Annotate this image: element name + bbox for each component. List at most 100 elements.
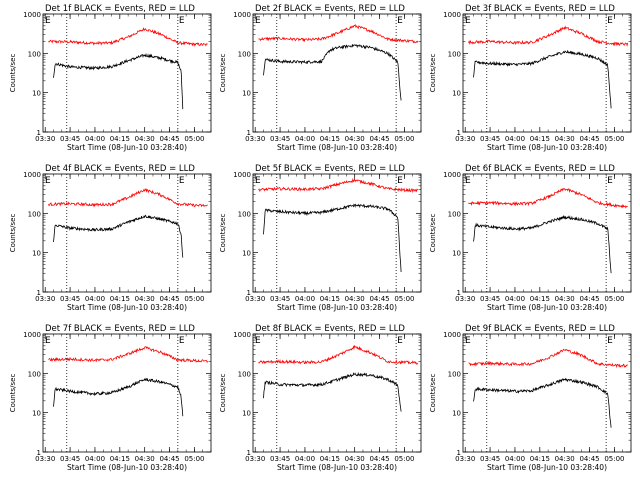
x-tick-label: 04:45 (579, 295, 599, 303)
event-marker-e: E (45, 16, 51, 26)
y-tick-label: 10 (32, 410, 41, 418)
series-line (53, 214, 184, 258)
x-tick-label: 04:30 (555, 135, 575, 143)
x-tick-label: 05:00 (394, 455, 414, 463)
y-axis-label: Counts/sec (9, 214, 17, 253)
x-tick-label: 03:30 (35, 295, 55, 303)
x-tick-label: 04:00 (85, 455, 105, 463)
event-marker-e: E (179, 16, 185, 26)
x-tick-label: 04:30 (345, 135, 365, 143)
event-marker-e: E (179, 336, 185, 346)
y-tick-label: 100 (238, 50, 251, 58)
y-tick-label: 1000 (233, 11, 251, 19)
series-line (468, 25, 629, 47)
x-tick-label: 04:15 (530, 135, 550, 143)
x-tick-label: 03:30 (245, 295, 265, 303)
series-line (468, 187, 628, 209)
x-tick-label: 04:15 (110, 135, 130, 143)
x-tick-label: 03:45 (270, 295, 290, 303)
x-tick-label: 05:00 (604, 135, 624, 143)
plot-frame (462, 13, 632, 133)
plot-frame (42, 13, 212, 133)
event-marker-e: E (397, 176, 403, 186)
event-marker-e: E (607, 16, 613, 26)
chart-title: Det 7f BLACK = Events, RED = LLD (45, 324, 195, 334)
y-axis-label: Counts/sec (219, 214, 227, 253)
series-line (48, 27, 208, 47)
plot-frame (252, 173, 422, 293)
x-tick-label: 03:45 (270, 455, 290, 463)
x-tick-label: 03:45 (480, 455, 500, 463)
x-tick-label: 03:45 (480, 135, 500, 143)
event-marker-e: E (255, 176, 261, 186)
x-tick-label: 04:45 (369, 295, 389, 303)
x-tick-label: 03:30 (35, 135, 55, 143)
x-axis-label: Start Time (08-Jun-10 03:28:40) (67, 463, 187, 472)
series-line (258, 344, 419, 365)
x-axis-label: Start Time (08-Jun-10 03:28:40) (277, 143, 397, 152)
y-tick-label: 1 (37, 449, 41, 457)
x-tick-label: 04:30 (345, 295, 365, 303)
x-tick-label: 04:00 (85, 135, 105, 143)
x-tick-label: 04:00 (505, 455, 525, 463)
event-marker-e: E (465, 176, 471, 186)
y-tick-label: 1000 (23, 331, 41, 339)
y-tick-label: 1000 (443, 331, 461, 339)
y-tick-label: 10 (452, 90, 461, 98)
series-line (473, 214, 612, 274)
y-axis-label: Counts/sec (219, 374, 227, 413)
y-axis-label: Counts/sec (429, 374, 437, 413)
plot-frame (252, 333, 422, 453)
x-tick-label: 04:30 (555, 455, 575, 463)
y-tick-label: 10 (32, 250, 41, 258)
x-axis-label: Start Time (08-Jun-10 03:28:40) (487, 303, 607, 312)
x-tick-label: 03:45 (60, 455, 80, 463)
series-line (48, 188, 208, 208)
series-line (53, 52, 184, 110)
series-line (258, 23, 419, 44)
chart-panel: Det 3f BLACK = Events, RED = LLD 1 10 100 10… (429, 4, 632, 152)
y-tick-label: 1 (247, 449, 251, 457)
y-tick-label: 1000 (23, 171, 41, 179)
x-axis-label: Start Time (08-Jun-10 03:28:40) (487, 143, 607, 152)
x-axis-label: Start Time (08-Jun-10 03:28:40) (277, 463, 397, 472)
chart-panel: Det 5f BLACK = Events, RED = LLD 1 10 100 10… (219, 164, 422, 312)
x-tick-label: 04:30 (135, 295, 155, 303)
plot-frame (252, 13, 422, 133)
chart-title: Det 2f BLACK = Events, RED = LLD (255, 4, 405, 14)
y-tick-label: 1 (247, 129, 251, 137)
series-line (263, 203, 402, 273)
chart-panel: Det 8f BLACK = Events, RED = LLD 1 10 100 10… (219, 324, 422, 472)
y-tick-label: 10 (452, 250, 461, 258)
y-axis-label: Counts/sec (429, 54, 437, 93)
y-tick-label: 100 (448, 370, 461, 378)
y-tick-label: 10 (242, 410, 251, 418)
x-axis-label: Start Time (08-Jun-10 03:28:40) (487, 463, 607, 472)
event-marker-e: E (179, 176, 185, 186)
x-axis-label: Start Time (08-Jun-10 03:28:40) (67, 303, 187, 312)
y-tick-label: 100 (28, 370, 41, 378)
y-tick-label: 1000 (443, 11, 461, 19)
x-tick-label: 03:30 (245, 135, 265, 143)
chart-title: Det 1f BLACK = Events, RED = LLD (45, 4, 195, 14)
event-marker-e: E (465, 336, 471, 346)
y-tick-label: 100 (28, 50, 41, 58)
plot-frame (42, 333, 212, 453)
x-tick-label: 05:00 (604, 455, 624, 463)
chart-title: Det 4f BLACK = Events, RED = LLD (45, 164, 195, 174)
y-tick-label: 100 (28, 210, 41, 218)
chart-title: Det 5f BLACK = Events, RED = LLD (255, 164, 405, 174)
plot-frame (42, 173, 212, 293)
y-axis-label: Counts/sec (9, 374, 17, 413)
y-tick-label: 10 (242, 250, 251, 258)
y-tick-label: 1 (247, 289, 251, 297)
x-tick-label: 03:30 (455, 295, 475, 303)
series-line (48, 346, 209, 364)
event-marker-e: E (607, 176, 613, 186)
x-tick-label: 04:15 (320, 135, 340, 143)
x-tick-label: 05:00 (184, 295, 204, 303)
x-tick-label: 04:45 (579, 455, 599, 463)
x-tick-label: 04:30 (555, 295, 575, 303)
x-tick-label: 03:45 (480, 295, 500, 303)
